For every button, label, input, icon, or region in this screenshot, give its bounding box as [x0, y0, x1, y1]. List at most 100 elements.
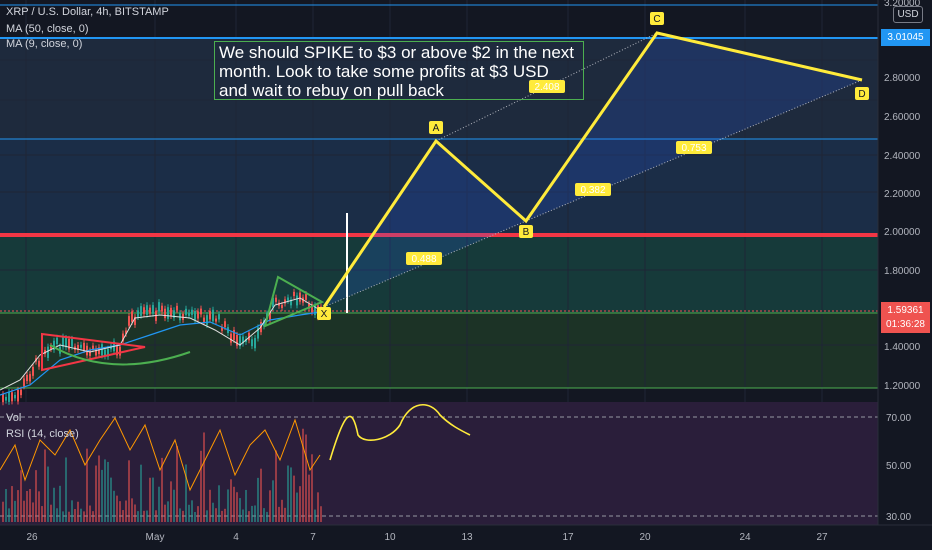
volume-bar	[2, 501, 4, 522]
candle-body	[248, 332, 250, 341]
candle-body	[131, 311, 133, 322]
annotation-note[interactable]: We should SPIKE to $3 or above $2 in the…	[214, 41, 584, 100]
ratio-1-box	[406, 252, 442, 265]
candle-body	[14, 394, 16, 399]
volume-bar	[320, 506, 322, 522]
rsi-legend[interactable]: RSI (14, close)	[6, 428, 79, 440]
volume-bar	[287, 465, 289, 522]
candle-body	[50, 345, 52, 350]
volume-bar	[257, 477, 259, 522]
volume-bar	[293, 475, 295, 522]
candle-body	[65, 338, 67, 348]
volume-bar	[128, 460, 130, 522]
volume-bar	[188, 504, 190, 522]
candle-body	[32, 366, 34, 376]
symbol-legend[interactable]: XRP / U.S. Dollar, 4h, BITSTAMP	[6, 6, 169, 18]
volume-bar	[251, 505, 253, 522]
rsi-line	[0, 416, 321, 492]
xabcd-pattern[interactable]	[322, 31, 863, 308]
volume-bar	[272, 480, 274, 522]
volume-bar	[176, 445, 178, 522]
volume-bar	[32, 502, 34, 522]
last-price-tag: 1.59361	[881, 302, 930, 319]
candle-body	[95, 348, 97, 356]
candle-body	[140, 306, 142, 316]
point-b-label: B	[523, 227, 530, 238]
volume-bar	[47, 466, 49, 522]
rsi-tick: 30.00	[886, 512, 911, 523]
volume-bar	[260, 468, 262, 522]
candle-body	[281, 304, 283, 309]
candle-body	[269, 311, 271, 320]
ma50-legend[interactable]: MA (50, close, 0)	[6, 23, 89, 35]
volume-bar	[143, 510, 145, 522]
ma50-line	[0, 311, 321, 396]
green-arc	[49, 344, 191, 366]
volume-bar	[107, 461, 109, 522]
zone-support	[0, 235, 878, 313]
volume-bar	[17, 490, 19, 522]
currency-button[interactable]: USD	[893, 6, 923, 23]
candle-body	[134, 316, 136, 325]
price-tick: 1.20000	[884, 381, 921, 392]
candle-body	[47, 346, 49, 358]
price-axis[interactable]	[878, 0, 932, 525]
volume-bar	[119, 501, 121, 522]
volume-bar	[239, 498, 241, 522]
volume-bars	[2, 428, 322, 522]
time-tick: 10	[384, 532, 396, 543]
time-tick: 20	[639, 532, 651, 543]
volume-bar	[5, 488, 7, 522]
volume-bar	[218, 485, 220, 522]
ma9-legend[interactable]: MA (9, close, 0)	[6, 38, 83, 50]
candle-body	[233, 329, 235, 340]
candle-body	[20, 389, 22, 396]
ratio-2-label: 0.382	[580, 185, 605, 196]
volume-bar	[125, 500, 127, 522]
volume-bar	[95, 465, 97, 522]
volume-bar	[212, 502, 214, 522]
candle-body	[167, 307, 169, 319]
candle-body	[290, 299, 292, 306]
volume-bar	[278, 506, 280, 522]
volume-bar	[26, 491, 28, 522]
green-triangle[interactable]	[263, 275, 325, 328]
pattern-labels: X A B C D 0.488 0.382 2.408 0.753	[317, 12, 869, 320]
price-tick: 2.40000	[884, 151, 921, 162]
candle-body	[104, 349, 106, 357]
volume-bar	[191, 500, 193, 522]
point-a-label: A	[433, 123, 440, 134]
volume-bar	[275, 450, 277, 522]
candle-body	[122, 333, 124, 342]
candle-body	[188, 312, 190, 316]
price-tick: 2.60000	[884, 112, 921, 123]
time-axis[interactable]	[0, 525, 932, 550]
price-tick: 2.00000	[884, 227, 921, 238]
volume-bar	[302, 428, 304, 522]
volume-bar	[140, 464, 142, 522]
volume-bar	[62, 511, 64, 522]
candle-body	[308, 303, 310, 309]
volume-bar	[155, 510, 157, 522]
candle-body	[206, 315, 208, 325]
candle-body	[77, 344, 79, 351]
volume-bar	[182, 510, 184, 522]
volume-bar	[203, 432, 205, 522]
volume-bar	[281, 499, 283, 522]
candle-body	[56, 337, 58, 344]
volume-bar	[242, 509, 244, 522]
volume-bar	[101, 469, 103, 522]
candle-body	[275, 297, 277, 302]
vol-legend[interactable]: Vol	[6, 412, 22, 424]
red-triangle[interactable]	[41, 332, 146, 372]
candle-body	[23, 378, 25, 387]
volume-bar	[83, 511, 85, 522]
volume-bar	[134, 504, 136, 522]
candle-body	[149, 307, 151, 314]
volume-bar	[308, 474, 310, 522]
volume-bar	[317, 492, 319, 522]
volume-bar	[74, 509, 76, 522]
time-axis-labels: 26 May 4 7 10 13 17 20 24 27	[26, 532, 828, 543]
candle-body	[221, 327, 223, 331]
